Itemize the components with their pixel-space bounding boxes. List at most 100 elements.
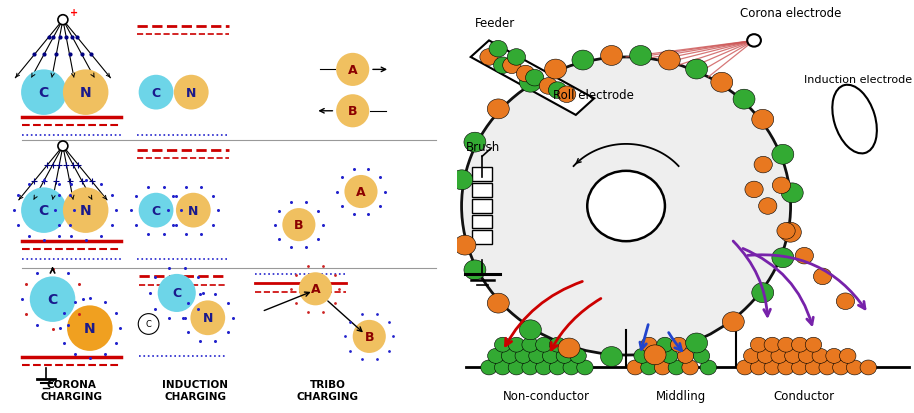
Circle shape bbox=[600, 347, 622, 367]
Circle shape bbox=[700, 360, 717, 375]
Circle shape bbox=[792, 360, 808, 375]
Circle shape bbox=[799, 349, 815, 363]
Circle shape bbox=[745, 182, 763, 198]
Circle shape bbox=[190, 301, 225, 335]
Circle shape bbox=[813, 268, 832, 285]
Circle shape bbox=[577, 360, 593, 375]
Text: A: A bbox=[348, 64, 357, 77]
Circle shape bbox=[487, 100, 509, 119]
Circle shape bbox=[515, 349, 532, 363]
Text: Feeder: Feeder bbox=[475, 17, 515, 30]
Circle shape bbox=[641, 360, 657, 375]
Circle shape bbox=[572, 51, 594, 71]
Circle shape bbox=[711, 73, 733, 93]
Circle shape bbox=[558, 338, 580, 358]
Text: B: B bbox=[365, 330, 374, 343]
Circle shape bbox=[494, 337, 511, 352]
Text: N: N bbox=[186, 86, 197, 100]
Text: Brush: Brush bbox=[466, 141, 500, 154]
Circle shape bbox=[805, 360, 822, 375]
Circle shape bbox=[528, 349, 545, 363]
Circle shape bbox=[771, 248, 793, 268]
Text: N: N bbox=[203, 311, 213, 325]
Bar bbox=[472, 168, 492, 182]
Text: C: C bbox=[152, 204, 161, 217]
Circle shape bbox=[545, 60, 567, 80]
Circle shape bbox=[63, 70, 109, 116]
Circle shape bbox=[668, 360, 685, 375]
Circle shape bbox=[454, 235, 476, 255]
Circle shape bbox=[836, 293, 855, 310]
Circle shape bbox=[481, 360, 497, 375]
Circle shape bbox=[526, 70, 544, 87]
Circle shape bbox=[751, 283, 773, 303]
Circle shape bbox=[587, 171, 665, 242]
Circle shape bbox=[826, 349, 843, 363]
Circle shape bbox=[299, 273, 332, 306]
Circle shape bbox=[784, 349, 801, 363]
Circle shape bbox=[792, 337, 808, 352]
Text: B: B bbox=[294, 218, 303, 232]
Circle shape bbox=[781, 183, 803, 203]
Bar bbox=[472, 231, 492, 244]
Circle shape bbox=[451, 171, 473, 190]
Circle shape bbox=[563, 360, 579, 375]
Circle shape bbox=[819, 360, 835, 375]
Circle shape bbox=[757, 349, 773, 363]
Circle shape bbox=[656, 337, 673, 352]
Circle shape bbox=[21, 188, 67, 233]
Text: N: N bbox=[188, 204, 198, 217]
Circle shape bbox=[488, 349, 505, 363]
Circle shape bbox=[833, 360, 849, 375]
Circle shape bbox=[58, 142, 68, 152]
Circle shape bbox=[63, 188, 109, 233]
Circle shape bbox=[508, 360, 525, 375]
Circle shape bbox=[139, 193, 174, 228]
Text: C: C bbox=[152, 86, 161, 100]
Circle shape bbox=[654, 360, 671, 375]
Bar bbox=[472, 215, 492, 229]
Circle shape bbox=[542, 349, 558, 363]
Text: Induction electrode: Induction electrode bbox=[804, 75, 912, 85]
Text: CORONA
CHARGING: CORONA CHARGING bbox=[40, 380, 102, 401]
Text: C: C bbox=[48, 292, 58, 306]
Text: Non-conductor: Non-conductor bbox=[503, 389, 590, 401]
Circle shape bbox=[860, 360, 877, 375]
Circle shape bbox=[839, 349, 856, 363]
Circle shape bbox=[812, 349, 828, 363]
Text: C: C bbox=[172, 287, 181, 300]
Circle shape bbox=[516, 66, 535, 83]
Ellipse shape bbox=[833, 85, 877, 154]
Circle shape bbox=[771, 145, 793, 165]
Bar bbox=[472, 184, 492, 197]
Circle shape bbox=[522, 360, 538, 375]
Text: +: + bbox=[70, 8, 79, 18]
Circle shape bbox=[600, 46, 622, 66]
Circle shape bbox=[777, 223, 795, 240]
Circle shape bbox=[549, 337, 566, 352]
Circle shape bbox=[644, 345, 666, 365]
Circle shape bbox=[336, 95, 369, 128]
Circle shape bbox=[519, 73, 541, 93]
Circle shape bbox=[503, 58, 521, 74]
Circle shape bbox=[805, 337, 822, 352]
Circle shape bbox=[464, 260, 486, 280]
Circle shape bbox=[67, 306, 112, 351]
Circle shape bbox=[558, 87, 576, 103]
Circle shape bbox=[462, 58, 791, 355]
Circle shape bbox=[744, 349, 760, 363]
Circle shape bbox=[764, 337, 781, 352]
Circle shape bbox=[722, 312, 744, 332]
Circle shape bbox=[641, 337, 657, 352]
Circle shape bbox=[487, 294, 509, 313]
Circle shape bbox=[764, 360, 781, 375]
Circle shape bbox=[630, 46, 652, 66]
Circle shape bbox=[733, 90, 755, 110]
Circle shape bbox=[693, 349, 709, 363]
Circle shape bbox=[677, 349, 694, 363]
Circle shape bbox=[682, 360, 698, 375]
Polygon shape bbox=[471, 41, 594, 116]
Circle shape bbox=[556, 349, 572, 363]
Circle shape bbox=[345, 176, 377, 209]
Circle shape bbox=[480, 50, 498, 66]
